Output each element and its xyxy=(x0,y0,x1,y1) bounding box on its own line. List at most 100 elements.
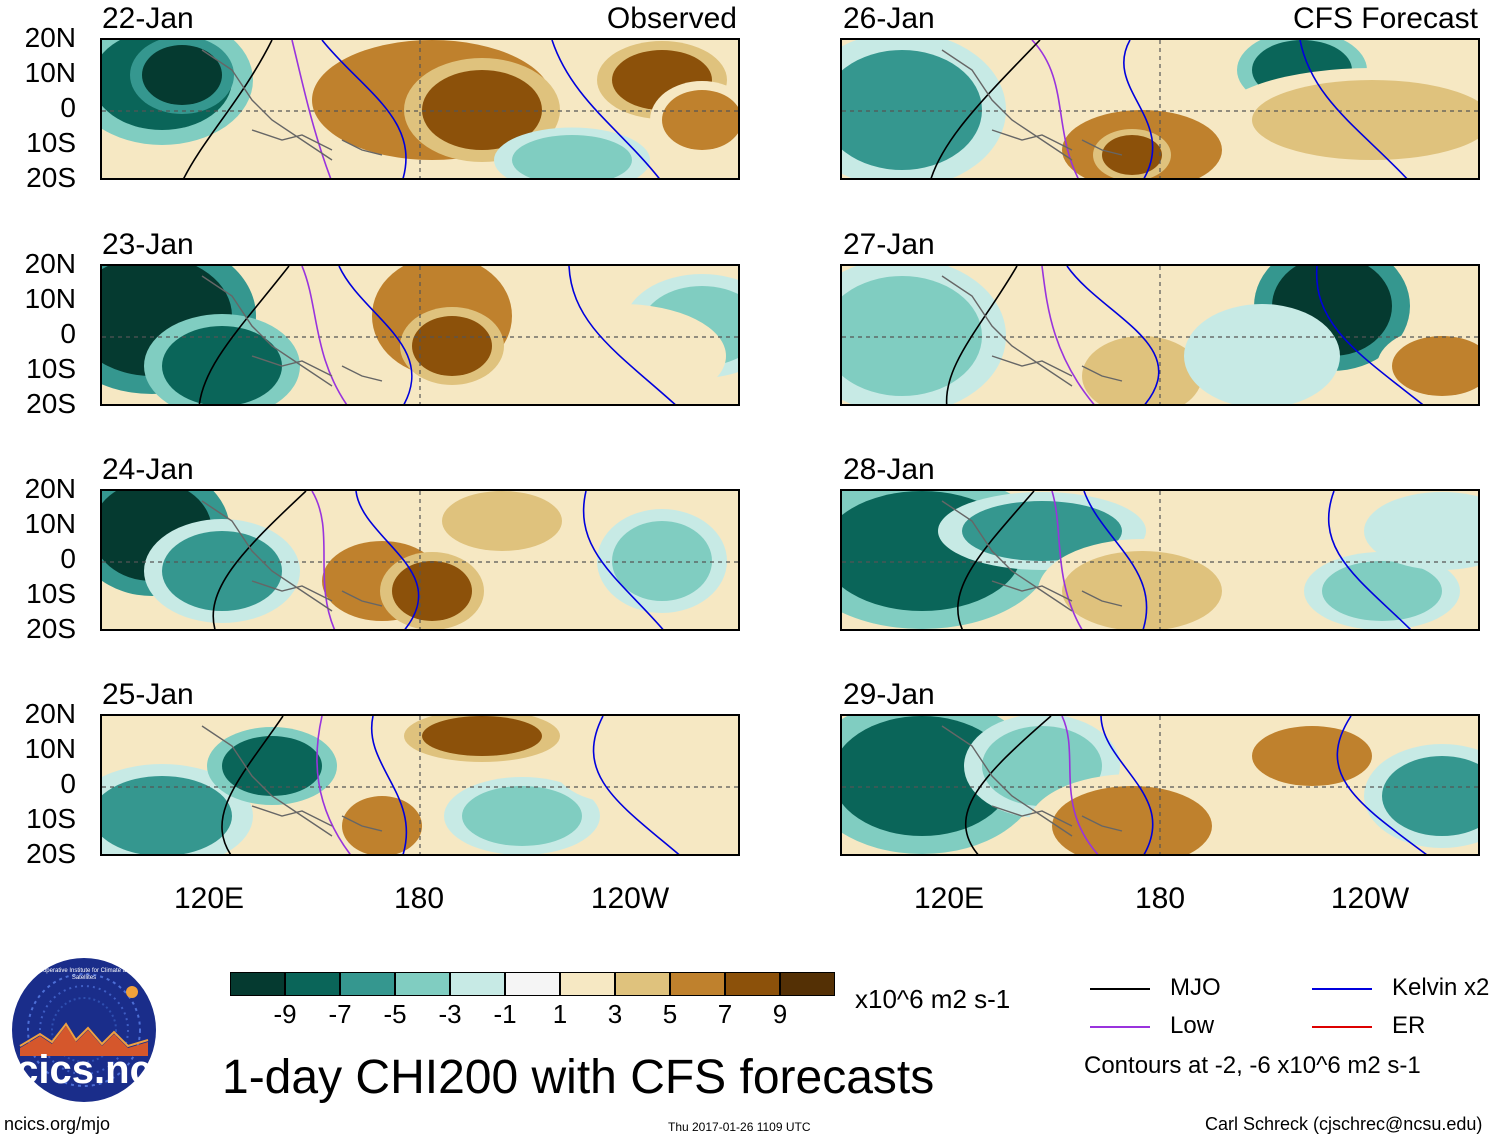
chi200-field xyxy=(102,491,738,629)
colorbar-units: x10^6 m2 s-1 xyxy=(855,984,1011,1014)
logo-wordmark: cics.nc xyxy=(16,1048,152,1092)
lat-label: 10S xyxy=(26,578,76,609)
low-contour xyxy=(316,716,352,854)
field-shade xyxy=(612,521,712,601)
chi200-field xyxy=(842,40,1478,178)
map-panel xyxy=(100,38,740,180)
field-shade xyxy=(542,316,702,396)
colorbar-label: 5 xyxy=(662,999,678,1029)
map-panel xyxy=(100,714,740,856)
field-shade xyxy=(512,135,632,178)
lat-label: 10S xyxy=(26,353,76,384)
mjo-contour xyxy=(957,491,1035,629)
field-shade xyxy=(102,776,232,854)
field-shade xyxy=(962,501,1122,561)
colorbar-label: -5 xyxy=(383,999,407,1029)
coastline xyxy=(991,129,1073,151)
coastline xyxy=(941,500,1073,612)
kelvin-contour xyxy=(370,716,408,854)
coastline xyxy=(941,275,1073,387)
chi200-field xyxy=(842,491,1478,629)
map-panel xyxy=(840,714,1480,856)
field-shade xyxy=(1382,756,1478,836)
coastline xyxy=(201,49,333,161)
mjo-contour xyxy=(930,40,1041,178)
field-shade xyxy=(1252,80,1478,160)
coastline xyxy=(1081,590,1123,607)
lon-label: 120W xyxy=(1330,882,1410,915)
colorbar-swatch xyxy=(285,972,340,996)
kelvin-contour xyxy=(592,716,680,854)
mjo-contour xyxy=(198,266,290,404)
coastline xyxy=(251,355,333,377)
chi200-field xyxy=(842,716,1478,854)
kelvin-contour xyxy=(1066,266,1160,404)
lon-label: 120E xyxy=(173,882,245,915)
legend-kelvin-label: Kelvin x2 xyxy=(1392,974,1490,1001)
lat-label: 20S xyxy=(26,838,76,869)
low-contour xyxy=(1061,716,1099,854)
low-contour xyxy=(1051,491,1083,629)
chi200-field xyxy=(842,266,1478,404)
logo-ring-text: Cooperative Institute for Climate and Sa… xyxy=(35,968,133,981)
colorbar-label: -7 xyxy=(328,999,352,1029)
field-shade xyxy=(1202,316,1322,396)
panel-date: 26-Jan xyxy=(843,2,935,35)
colorbar-swatch xyxy=(505,972,560,996)
coastline xyxy=(251,129,333,151)
colorbar-label: -3 xyxy=(438,999,462,1029)
field-shade xyxy=(162,531,282,611)
low-contour xyxy=(301,266,348,404)
low-contour xyxy=(1031,40,1079,178)
lat-label: 20N xyxy=(24,22,76,53)
field-shade xyxy=(222,736,322,796)
panel-date: 23-Jan xyxy=(102,228,194,261)
low-contour xyxy=(311,491,336,629)
low-contour xyxy=(1041,266,1095,404)
colorbar-swatch xyxy=(450,972,505,996)
field-shade xyxy=(1392,336,1478,396)
field-shade xyxy=(842,50,982,170)
coastline xyxy=(341,139,383,156)
observed-heading: Observed xyxy=(606,2,737,35)
footer-author: Carl Schreck (cjschrec@ncsu.edu) xyxy=(1205,1114,1483,1134)
lat-label: 20S xyxy=(26,613,76,644)
panel-date: 27-Jan xyxy=(843,228,935,261)
colorbar-label: 9 xyxy=(772,999,788,1029)
coastline xyxy=(341,590,383,607)
main-title: 1-day CHI200 with CFS forecasts xyxy=(222,1051,935,1104)
forecast-heading: CFS Forecast xyxy=(1292,2,1478,35)
kelvin-contour xyxy=(1327,491,1412,629)
colorbar-label: 1 xyxy=(552,999,568,1029)
colorbar-swatch xyxy=(230,972,285,996)
mjo-contour xyxy=(945,266,1018,404)
colorbar-swatch xyxy=(780,972,835,996)
coastline xyxy=(201,725,333,837)
map-panel xyxy=(840,264,1480,406)
chi200-field xyxy=(102,266,738,404)
legend-low-line xyxy=(1090,1026,1150,1028)
mjo-contour xyxy=(964,716,1052,854)
field-shade xyxy=(662,90,738,150)
field-shade xyxy=(422,716,542,756)
kelvin-contour xyxy=(1123,40,1154,178)
coastline xyxy=(941,725,1073,837)
map-panel xyxy=(100,489,740,631)
map-panel xyxy=(840,38,1480,180)
footer-timestamp: Thu 2017-01-26 1109 UTC xyxy=(668,1120,811,1134)
colorbar-swatch xyxy=(615,972,670,996)
map-panel xyxy=(100,264,740,406)
low-contour xyxy=(291,40,332,178)
kelvin-contour xyxy=(1083,491,1148,629)
colorbar-swatch xyxy=(670,972,725,996)
panel-date: 24-Jan xyxy=(102,453,194,486)
field-shade xyxy=(422,70,542,150)
field-shade xyxy=(1382,501,1478,561)
kelvin-contour xyxy=(321,40,407,178)
colorbar-swatch xyxy=(395,972,450,996)
map-panel xyxy=(840,489,1480,631)
field-shade xyxy=(442,491,562,551)
coastline xyxy=(991,805,1073,827)
lat-label: 0 xyxy=(60,768,76,799)
field-shade xyxy=(1082,336,1202,404)
